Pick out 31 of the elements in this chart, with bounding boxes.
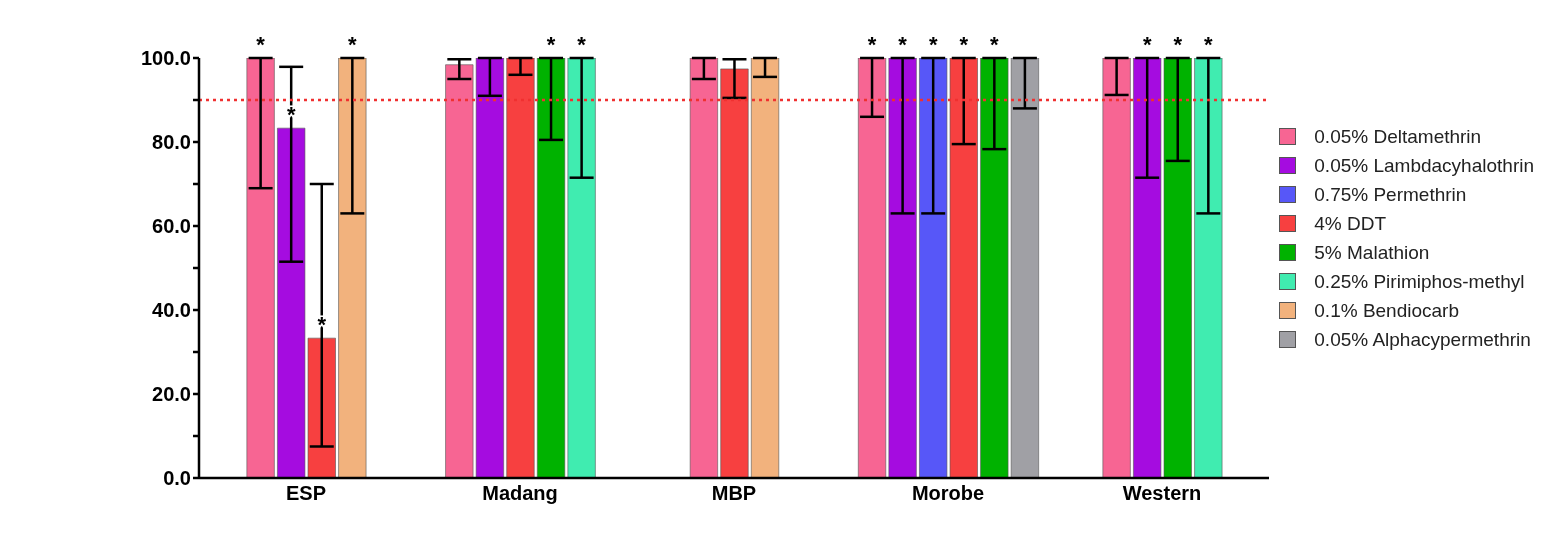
data-label: * xyxy=(929,32,939,57)
y-tick-label: 100.0 xyxy=(141,47,192,70)
data-label: * xyxy=(868,32,878,57)
legend-label: 0.05% Deltamethrin xyxy=(1314,125,1482,148)
x-tick-label: ESP xyxy=(286,482,327,505)
y-tick-label: 60.0 xyxy=(152,215,192,238)
data-label: * xyxy=(1173,32,1183,57)
data-label: * xyxy=(256,32,266,57)
data-label: * xyxy=(1204,32,1214,57)
legend-label: 0.1% Bendiocarb xyxy=(1314,299,1460,322)
data-label: * xyxy=(1143,32,1153,57)
y-tick-label: 80.0 xyxy=(152,131,192,154)
legend-label: 4% DDT xyxy=(1314,212,1387,235)
x-tick-label: Madang xyxy=(482,482,559,505)
legend-label: 5% Malathion xyxy=(1314,241,1430,264)
x-tick-label: Morobe xyxy=(912,482,985,505)
data-label: * xyxy=(348,32,358,57)
legend-label: 0.05% Alphacypermethrin xyxy=(1314,328,1531,351)
y-tick-label: 0.0 xyxy=(163,467,192,490)
data-label: * xyxy=(577,32,587,57)
y-tick-label: 40.0 xyxy=(152,299,192,322)
data-label: * xyxy=(959,32,969,57)
data-label: * xyxy=(898,32,908,57)
y-tick-label: 20.0 xyxy=(152,383,192,406)
legend-label: 0.25% Pirimiphos-methyl xyxy=(1314,270,1525,293)
data-label: * xyxy=(547,32,557,57)
legend-label: 0.05% Lambdacyhalothrin xyxy=(1314,154,1534,177)
x-tick-label: MBP xyxy=(712,482,757,505)
x-tick-label: Western xyxy=(1123,482,1202,505)
legend-label: 0.75% Permethrin xyxy=(1314,183,1467,206)
data-label: * xyxy=(990,32,1000,57)
